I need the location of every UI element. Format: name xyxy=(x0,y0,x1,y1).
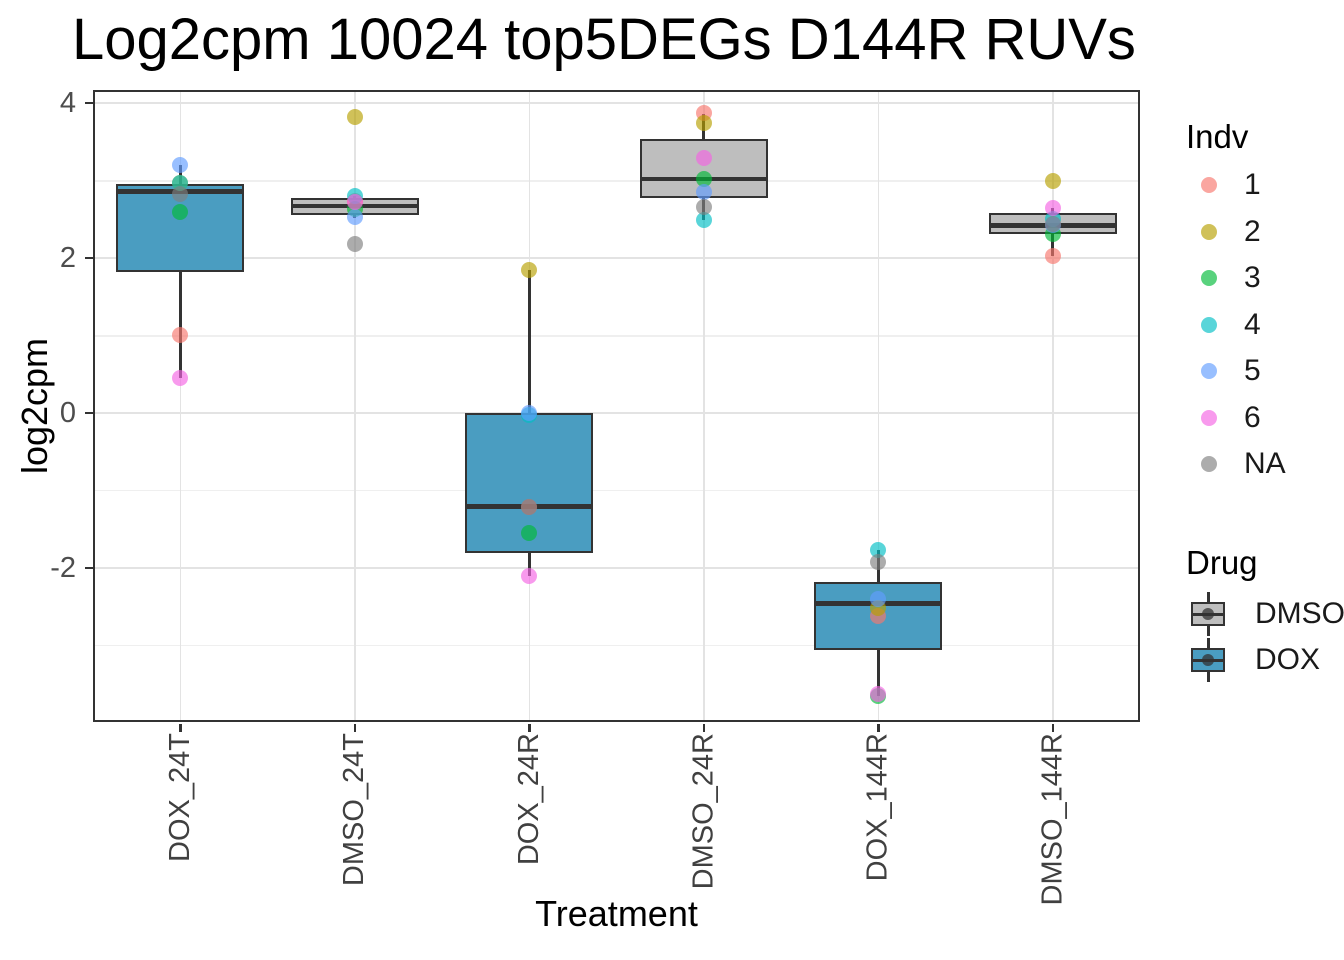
legend-item-indv-6: 6 xyxy=(1201,401,1261,435)
legend-item-label: 3 xyxy=(1244,261,1261,294)
data-point-indv-NA xyxy=(172,185,189,202)
y-tick-label: 0 xyxy=(59,396,76,429)
x-tick xyxy=(1051,724,1054,732)
legend-item-indv-NA: NA xyxy=(1201,447,1286,481)
x-tick-label: DOX_24T xyxy=(163,733,196,862)
x-tick-label: DMSO_24T xyxy=(338,733,371,887)
legend-item-label: 2 xyxy=(1244,214,1261,248)
gridline-vertical xyxy=(703,90,705,722)
data-point-indv-2 xyxy=(1044,172,1061,189)
y-tick xyxy=(85,566,93,570)
data-point-indv-4 xyxy=(695,212,712,229)
data-point-indv-5 xyxy=(695,184,712,201)
legend-item-indv-3: 3 xyxy=(1201,261,1261,295)
gridline-vertical xyxy=(354,90,356,722)
data-point-indv-NA xyxy=(346,236,363,253)
data-point-indv-5 xyxy=(346,209,363,226)
x-axis-title: Treatment xyxy=(535,893,698,934)
data-point-indv-6 xyxy=(172,370,189,387)
y-tick xyxy=(85,411,93,415)
y-tick xyxy=(85,256,93,260)
chart-title: Log2cpm 10024 top5DEGs D144R RUVs xyxy=(72,7,1136,72)
gridline-vertical xyxy=(877,90,879,722)
gridline-vertical xyxy=(179,90,181,722)
plot-panel xyxy=(93,90,1140,722)
data-point-indv-4 xyxy=(870,542,887,559)
boxplot-key-icon xyxy=(1188,592,1228,636)
legend-item-label: 6 xyxy=(1244,400,1261,434)
data-point-indv-3 xyxy=(695,171,712,188)
data-point-indv-6 xyxy=(346,193,363,210)
legend-item-indv-2: 2 xyxy=(1201,215,1261,249)
legend-item-label: DOX xyxy=(1255,643,1321,676)
data-point-indv-1 xyxy=(1044,247,1061,264)
legend-item-drug-DOX: DOX xyxy=(1188,638,1320,682)
x-tick-label: DMSO_144R xyxy=(1036,733,1069,906)
data-point-indv-NA xyxy=(695,198,712,215)
y-tick-label: -2 xyxy=(50,551,76,584)
data-point-indv-5 xyxy=(521,404,538,421)
legend-item-label: 4 xyxy=(1244,307,1261,341)
legend-item-label: 5 xyxy=(1244,354,1261,387)
legend-dot-icon xyxy=(1201,456,1217,472)
legend-drug-title: Drug xyxy=(1186,544,1258,581)
gridline-minor xyxy=(93,180,1140,182)
legend-dot-icon xyxy=(1201,316,1217,333)
key-dot xyxy=(1202,654,1214,666)
data-point-indv-6 xyxy=(1044,199,1061,216)
legend-item-drug-DMSO: DMSO xyxy=(1188,592,1344,636)
x-tick xyxy=(877,724,880,732)
gridline-major xyxy=(93,411,1140,414)
legend-item-indv-1: 1 xyxy=(1201,168,1261,202)
legend-item-indv-5: 5 xyxy=(1201,354,1261,388)
x-tick xyxy=(702,724,705,732)
gridline-minor xyxy=(93,644,1140,647)
data-point-indv-6 xyxy=(870,686,887,703)
data-point-indv-6 xyxy=(521,567,538,584)
x-tick-label: DOX_144R xyxy=(861,733,894,882)
data-point-indv-6 xyxy=(695,150,712,167)
data-point-indv-NA xyxy=(521,498,538,515)
data-point-indv-5 xyxy=(172,157,189,174)
x-tick xyxy=(353,724,356,732)
data-point-indv-5 xyxy=(870,590,887,607)
boxplot-key-icon xyxy=(1188,638,1228,682)
legend-dot-icon xyxy=(1201,223,1217,240)
gridline-minor xyxy=(93,335,1140,337)
legend-dot-icon xyxy=(1201,363,1217,379)
gridline-major xyxy=(93,257,1140,260)
legend-dot-icon xyxy=(1201,409,1217,426)
legend-item-label: DMSO xyxy=(1255,597,1344,630)
legend-dot-icon xyxy=(1201,270,1217,286)
x-tick-label: DMSO_24R xyxy=(687,733,720,890)
data-point-indv-2 xyxy=(346,109,363,126)
gridline-vertical xyxy=(1052,90,1054,722)
x-tick xyxy=(179,724,182,732)
legend-item-label: 1 xyxy=(1244,168,1261,201)
legend-item-label: NA xyxy=(1244,447,1286,480)
data-point-indv-NA xyxy=(870,554,887,571)
legend-dot-icon xyxy=(1201,177,1217,193)
y-tick xyxy=(85,101,93,105)
data-point-indv-1 xyxy=(172,326,189,343)
data-point-indv-NA xyxy=(1044,215,1061,232)
gridline-minor xyxy=(93,489,1140,492)
data-point-indv-2 xyxy=(695,115,712,132)
legend-indv-title: Indv xyxy=(1186,118,1249,155)
data-point-indv-2 xyxy=(521,261,538,278)
gridline-major xyxy=(93,102,1140,105)
data-point-indv-3 xyxy=(521,525,538,542)
key-dot xyxy=(1202,608,1214,620)
x-tick-label: DOX_24R xyxy=(512,733,545,866)
y-tick-label: 4 xyxy=(59,87,76,120)
y-tick-label: 2 xyxy=(59,242,76,275)
gridline-major xyxy=(93,566,1140,569)
legend-item-indv-4: 4 xyxy=(1201,308,1261,342)
data-point-indv-3 xyxy=(172,204,189,221)
x-tick xyxy=(528,724,531,732)
